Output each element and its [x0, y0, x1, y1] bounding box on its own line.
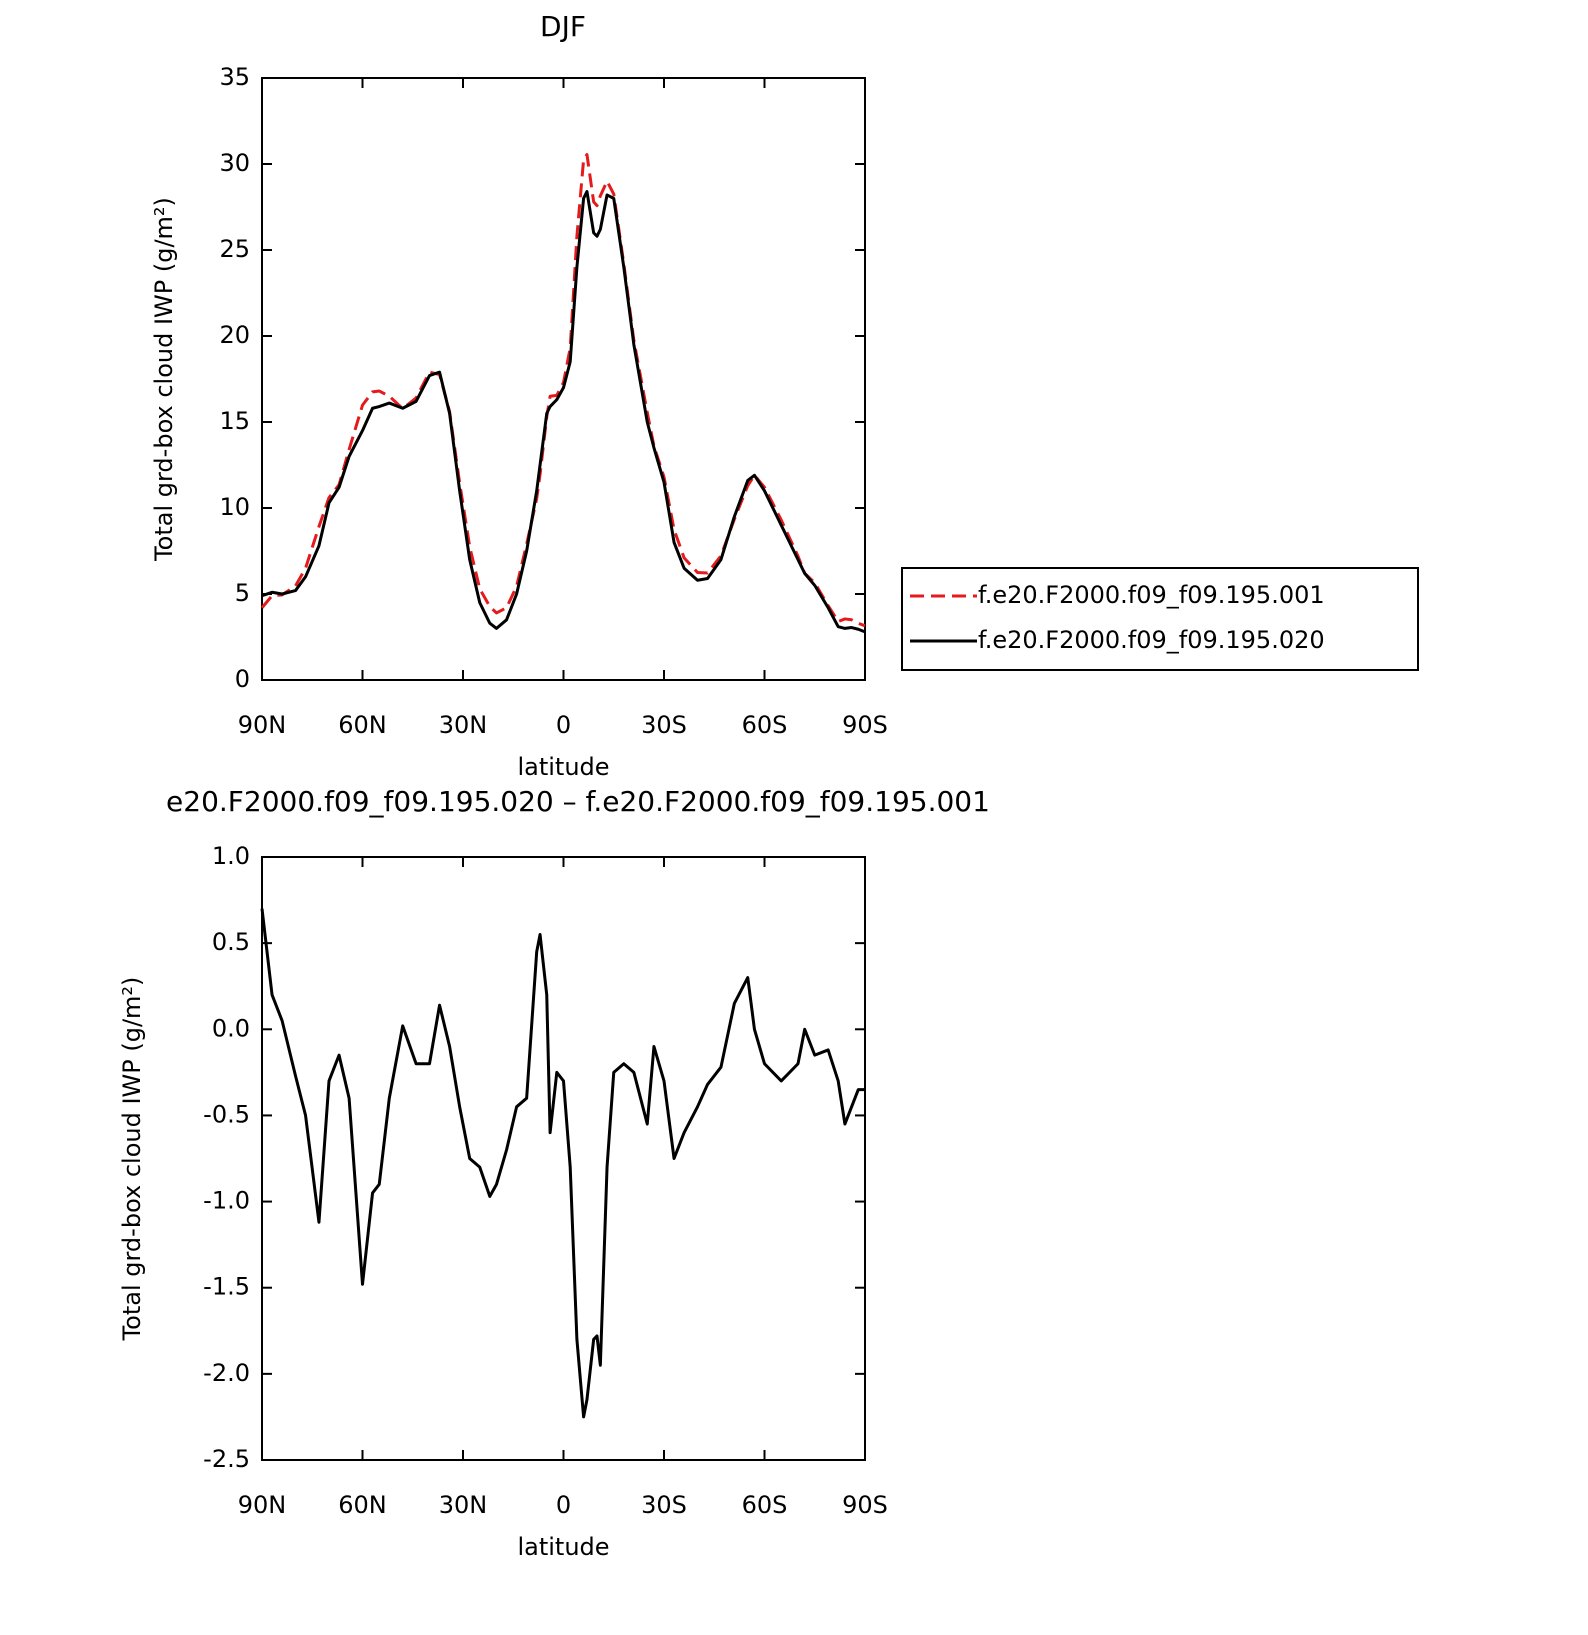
x-tick-label: 30N	[439, 1491, 488, 1519]
data-line	[260, 908, 865, 1419]
x-tick-label: 60S	[742, 1491, 788, 1519]
y-tick-label: -1.5	[203, 1273, 250, 1301]
y-tick-label: 35	[219, 63, 250, 91]
y-tick-label: 0.0	[212, 1014, 250, 1042]
chart-title: e20.F2000.f09_f09.195.020 – f.e20.F2000.…	[166, 785, 990, 818]
y-tick-label: 0	[235, 665, 250, 693]
y-tick-label: 30	[219, 149, 250, 177]
x-tick-label: 60N	[338, 1491, 387, 1519]
x-tick-label: 30S	[641, 1491, 687, 1519]
y-tick-label: 5	[235, 579, 250, 607]
y-tick-label: 10	[219, 493, 250, 521]
x-tick-label: 0	[556, 1491, 571, 1519]
x-tick-label: 30S	[641, 711, 687, 739]
y-axis-label: Total grd-box cloud IWP (g/m²)	[150, 197, 178, 562]
y-tick-label: -0.5	[203, 1100, 250, 1128]
y-tick-label: 25	[219, 235, 250, 263]
x-tick-label: 60N	[338, 711, 387, 739]
y-tick-label: 20	[219, 321, 250, 349]
legend-box	[901, 567, 1419, 671]
legend-label: f.e20.F2000.f09_f09.195.001	[978, 581, 1325, 609]
x-tick-label: 90S	[842, 711, 888, 739]
y-tick-label: 1.0	[212, 842, 250, 870]
x-tick-label: 90N	[238, 1491, 287, 1519]
x-tick-label: 90S	[842, 1491, 888, 1519]
series-line	[261, 190, 866, 634]
x-tick-label: 60S	[742, 711, 788, 739]
y-axis-label: Total grd-box cloud IWP (g/m²)	[118, 977, 146, 1342]
y-tick-label: -2.5	[203, 1445, 250, 1473]
y-tick-label: 0.5	[212, 928, 250, 956]
y-tick-label: 15	[219, 407, 250, 435]
y-tick-label: -2.0	[203, 1359, 250, 1387]
y-tick-label: -1.0	[203, 1187, 250, 1215]
x-tick-label: 90N	[238, 711, 287, 739]
chart-title: DJF	[540, 10, 586, 43]
x-tick-label: 0	[556, 711, 571, 739]
legend-label: f.e20.F2000.f09_f09.195.020	[978, 626, 1325, 654]
x-tick-label: 30N	[439, 711, 488, 739]
x-axis-label: latitude	[517, 753, 609, 781]
x-axis-label: latitude	[517, 1533, 609, 1561]
